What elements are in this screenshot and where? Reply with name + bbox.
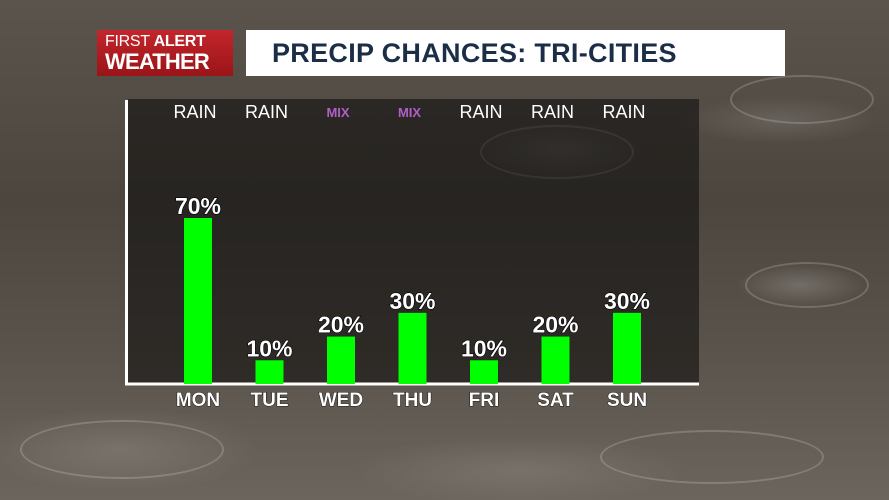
first-alert-weather-logo: FIRST ALERT WEATHER [97, 30, 233, 76]
bar-thu [398, 312, 427, 384]
category-label-wed: WED [319, 390, 363, 411]
value-label-tue: 10% [246, 335, 292, 361]
category-label-fri: FRI [469, 390, 500, 411]
bar-sun [613, 312, 641, 384]
bar-tue [255, 360, 284, 384]
bar-sat [541, 336, 570, 384]
chart-title: PRECIP CHANCES: TRI-CITIES [246, 30, 785, 76]
category-label-sat: SAT [537, 390, 574, 411]
precip-type-sat: RAIN [531, 102, 574, 122]
value-label-thu: 30% [389, 288, 435, 314]
category-label-tue: TUE [251, 390, 289, 411]
precip-type-mon: RAIN [173, 102, 216, 122]
category-label-thu: THU [393, 390, 432, 411]
value-label-wed: 20% [318, 312, 364, 338]
rain-ripple [600, 430, 824, 484]
bar-fri [470, 360, 498, 384]
value-label-sat: 20% [532, 312, 578, 338]
category-label-mon: MON [176, 390, 220, 411]
logo-alert: ALERT [153, 33, 206, 50]
precip-type-wed: MIX [326, 105, 349, 120]
bar-mon [184, 218, 212, 384]
value-label-sun: 30% [604, 288, 650, 314]
value-label-mon: 70% [175, 193, 221, 219]
rain-ripple [730, 75, 874, 124]
category-label-sun: SUN [607, 390, 647, 411]
precip-type-sun: RAIN [602, 102, 645, 122]
value-label-fri: 10% [461, 335, 507, 361]
rain-ripple [745, 262, 869, 308]
logo-first: FIRST [105, 33, 150, 50]
precip-type-thu: MIX [398, 105, 421, 120]
rain-ripple [20, 420, 224, 479]
logo-weather: WEATHER [105, 49, 210, 74]
bar-wed [327, 336, 355, 384]
precip-type-fri: RAIN [459, 102, 502, 122]
precip-type-tue: RAIN [245, 102, 288, 122]
